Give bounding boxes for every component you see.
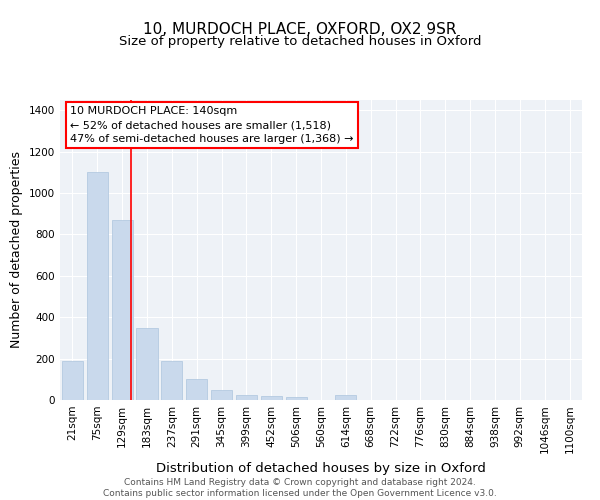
Bar: [335, 395, 356, 400]
Bar: [112, 220, 133, 400]
Bar: [62, 360, 83, 400]
Text: 10, MURDOCH PLACE, OXFORD, OX2 9SR: 10, MURDOCH PLACE, OXFORD, OX2 9SR: [143, 22, 457, 38]
Y-axis label: Number of detached properties: Number of detached properties: [10, 152, 23, 348]
Bar: [236, 396, 257, 400]
Text: 10 MURDOCH PLACE: 140sqm
← 52% of detached houses are smaller (1,518)
47% of sem: 10 MURDOCH PLACE: 140sqm ← 52% of detach…: [70, 106, 354, 144]
Text: Contains HM Land Registry data © Crown copyright and database right 2024.
Contai: Contains HM Land Registry data © Crown c…: [103, 478, 497, 498]
Text: Size of property relative to detached houses in Oxford: Size of property relative to detached ho…: [119, 35, 481, 48]
Bar: [186, 380, 207, 400]
Bar: [87, 172, 108, 400]
Bar: [286, 397, 307, 400]
Bar: [136, 328, 158, 400]
Bar: [211, 390, 232, 400]
Bar: [161, 360, 182, 400]
Bar: [261, 396, 282, 400]
X-axis label: Distribution of detached houses by size in Oxford: Distribution of detached houses by size …: [156, 462, 486, 475]
